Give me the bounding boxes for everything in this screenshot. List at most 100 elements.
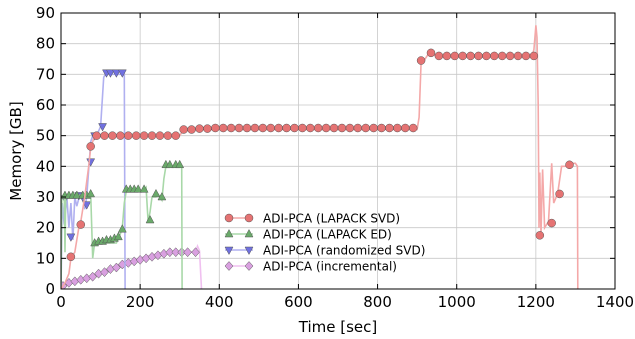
data-point <box>145 214 155 224</box>
data-point <box>353 123 363 133</box>
data-point <box>86 142 95 151</box>
data-point <box>157 191 167 201</box>
legend-marker <box>244 246 254 256</box>
data-point <box>306 123 315 133</box>
data-point <box>258 123 268 133</box>
legend-marker <box>224 246 234 256</box>
data-point <box>490 51 499 61</box>
x-tick-label: 400 <box>205 293 234 311</box>
data-point <box>521 51 531 61</box>
series-layer <box>61 25 579 289</box>
data-point <box>70 276 80 287</box>
data-point <box>313 123 323 133</box>
x-axis-label: Time [sec] <box>298 318 377 336</box>
data-point <box>171 131 181 140</box>
x-tick-label: 600 <box>284 293 313 311</box>
data-point <box>242 123 252 133</box>
legend-label: ADI-PCA (LAPACK SVD) <box>263 212 400 226</box>
data-point <box>76 274 86 285</box>
data-point <box>66 233 76 242</box>
data-point <box>513 51 523 61</box>
data-point <box>377 123 386 133</box>
data-point <box>298 123 307 133</box>
data-point <box>211 123 220 133</box>
legend-marker <box>244 213 254 223</box>
data-point <box>321 123 331 133</box>
ticks: 0 200 400 600 800 1000 1200 1400 0 10 20 30 40 50 60 70… <box>36 4 634 311</box>
data-point <box>361 123 370 133</box>
data-point <box>165 159 175 169</box>
data-point <box>497 51 507 61</box>
data-point <box>112 262 121 273</box>
data-point <box>82 201 92 210</box>
data-point <box>450 51 459 61</box>
data-point <box>98 123 107 132</box>
data-point <box>482 51 491 61</box>
data-point <box>76 220 86 229</box>
data-point <box>274 123 283 133</box>
legend-label: ADI-PCA (LAPACK ED) <box>263 228 392 242</box>
data-point <box>547 218 556 228</box>
data-point <box>266 123 275 133</box>
data-point <box>282 123 291 133</box>
data-point <box>165 247 175 258</box>
data-point <box>187 125 196 134</box>
data-point <box>106 69 115 78</box>
legend-marker <box>224 261 234 271</box>
x-tick-label: 800 <box>363 293 392 311</box>
legend-item: ADI-PCA (LAPACK SVD) <box>224 212 400 226</box>
data-point <box>113 231 123 241</box>
data-point <box>163 131 173 140</box>
legend-marker <box>224 228 234 238</box>
data-point <box>88 271 97 282</box>
data-point <box>117 224 127 233</box>
data-point <box>226 123 236 133</box>
data-point <box>116 131 125 140</box>
series-1 <box>61 25 579 289</box>
data-point <box>218 123 228 133</box>
data-point <box>108 131 117 140</box>
data-point <box>442 51 452 61</box>
data-point <box>416 56 426 65</box>
data-point <box>139 184 149 193</box>
data-point <box>147 131 157 140</box>
data-point <box>385 123 394 133</box>
data-point <box>86 158 96 167</box>
data-point <box>139 131 149 140</box>
data-point <box>86 188 96 198</box>
legend-item: ADI-PCA (randomized SVD) <box>224 244 425 258</box>
y-tick-label: 0 <box>45 280 55 298</box>
y-tick-label: 80 <box>36 35 55 53</box>
data-point <box>290 123 299 133</box>
data-point <box>100 131 109 140</box>
x-tick-label: 0 <box>56 293 66 311</box>
series-4 <box>61 243 203 289</box>
legend-item: ADI-PCA (LAPACK ED) <box>224 228 392 242</box>
data-point <box>555 189 564 199</box>
data-point <box>393 123 402 133</box>
data-point <box>100 267 109 278</box>
data-point <box>133 184 143 193</box>
legend-marker <box>244 228 254 238</box>
data-point <box>117 69 127 78</box>
data-point <box>66 252 76 262</box>
data-point <box>179 125 188 134</box>
data-point <box>191 247 200 258</box>
x-tick-label: 200 <box>126 293 155 311</box>
y-tick-label: 50 <box>36 127 55 145</box>
y-tick-label: 90 <box>36 4 55 22</box>
data-point <box>82 273 92 284</box>
y-tick-label: 40 <box>36 157 55 175</box>
data-point <box>505 51 515 61</box>
y-axis-label: Memory [GB] <box>7 101 25 200</box>
data-point <box>151 188 161 198</box>
legend-label: ADI-PCA (incremental) <box>263 260 397 274</box>
x-tick-label: 1000 <box>438 293 476 311</box>
y-tick-label: 70 <box>36 65 55 83</box>
series-2 <box>61 159 185 289</box>
data-point <box>329 123 339 133</box>
data-point <box>111 69 121 78</box>
data-point <box>401 123 410 133</box>
data-point <box>183 247 192 258</box>
